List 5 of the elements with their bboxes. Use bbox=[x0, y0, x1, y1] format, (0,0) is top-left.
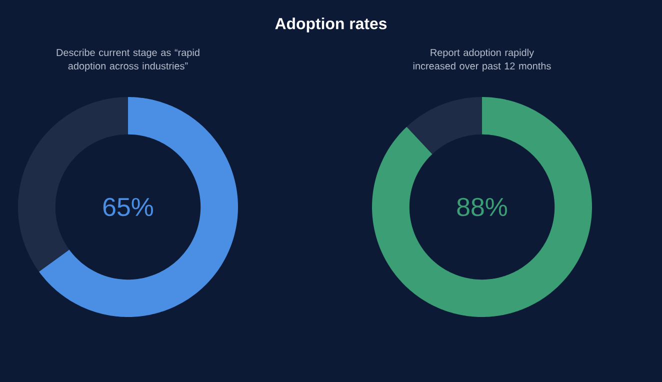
chart-subtitle: Report adoption rapidly increased over past 12 months bbox=[413, 48, 551, 72]
chart-subtitle: Describe current stage as “rapid adoption across industries” bbox=[56, 48, 200, 72]
data-label: 88% bbox=[457, 198, 507, 216]
text: Adoption rates bbox=[275, 18, 387, 32]
data-label: 65% bbox=[103, 198, 153, 216]
